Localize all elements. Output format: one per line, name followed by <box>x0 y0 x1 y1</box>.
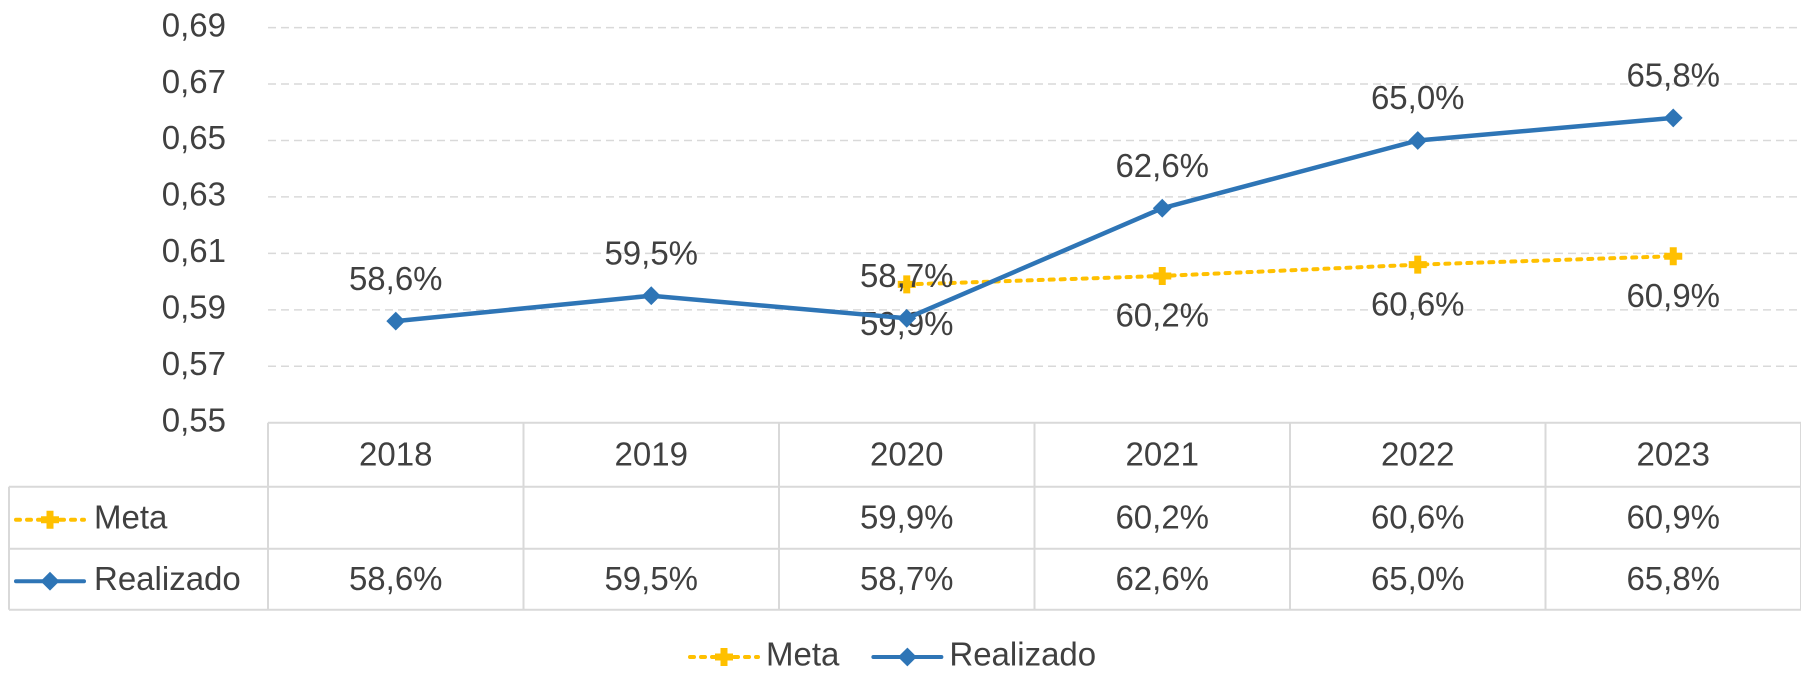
series-marker <box>1408 255 1427 274</box>
data-label: 62,6% <box>1115 147 1209 184</box>
table-cell: 60,2% <box>1115 498 1209 535</box>
series-marker <box>1153 266 1172 285</box>
y-tick-label: 0,67 <box>162 63 226 100</box>
table-cell: 59,5% <box>604 560 698 597</box>
data-label: 65,8% <box>1626 57 1720 94</box>
x-tick-label: 2021 <box>1126 435 1199 472</box>
table-row-label: Meta <box>94 498 168 535</box>
table-cell: 65,0% <box>1371 560 1465 597</box>
table-cell: 58,7% <box>860 560 954 597</box>
table-cell: 58,6% <box>349 560 443 597</box>
data-label: 58,7% <box>860 257 954 294</box>
y-tick-label: 0,69 <box>162 6 226 43</box>
series-line <box>904 254 1676 287</box>
x-tick-label: 2018 <box>359 435 432 472</box>
data-label: 60,6% <box>1371 285 1465 322</box>
series-marker <box>897 275 916 294</box>
data-label: 60,2% <box>1115 297 1209 334</box>
y-tick-label: 0,61 <box>162 232 226 269</box>
x-tick-label: 2019 <box>615 435 688 472</box>
data-label: 59,5% <box>604 234 698 271</box>
y-tick-label: 0,57 <box>162 345 226 382</box>
x-tick-label: 2020 <box>870 435 943 472</box>
table-cell: 62,6% <box>1115 560 1209 597</box>
legend-key-marker <box>715 648 733 666</box>
table-cell: 60,6% <box>1371 498 1465 535</box>
data-label: 65,0% <box>1371 79 1465 116</box>
legend-key-marker <box>40 571 60 591</box>
x-tick-label: 2022 <box>1381 435 1454 472</box>
series-line <box>393 115 1676 324</box>
y-tick-label: 0,59 <box>162 289 226 326</box>
y-tick-label: 0,65 <box>162 119 226 156</box>
series-marker <box>897 308 917 328</box>
legend-label: Realizado <box>949 636 1096 673</box>
data-label: 58,6% <box>349 260 443 297</box>
data-label: 60,9% <box>1626 277 1720 314</box>
series-marker <box>641 286 661 306</box>
y-tick-label: 0,55 <box>162 401 226 438</box>
table-row-label: Realizado <box>94 560 241 597</box>
series-marker <box>1152 198 1172 218</box>
table-cell: 59,9% <box>860 498 954 535</box>
series-marker <box>1664 247 1683 266</box>
series-marker <box>1408 131 1428 150</box>
legend-label: Meta <box>766 636 840 673</box>
legend-key-marker <box>897 647 917 667</box>
series-marker <box>386 311 406 331</box>
legend-key-marker <box>41 510 59 529</box>
x-tick-label: 2023 <box>1637 435 1710 472</box>
table-cell: 65,8% <box>1626 560 1720 597</box>
y-tick-label: 0,63 <box>162 176 226 213</box>
table-cell: 60,9% <box>1626 498 1720 535</box>
series-marker <box>1663 108 1683 128</box>
